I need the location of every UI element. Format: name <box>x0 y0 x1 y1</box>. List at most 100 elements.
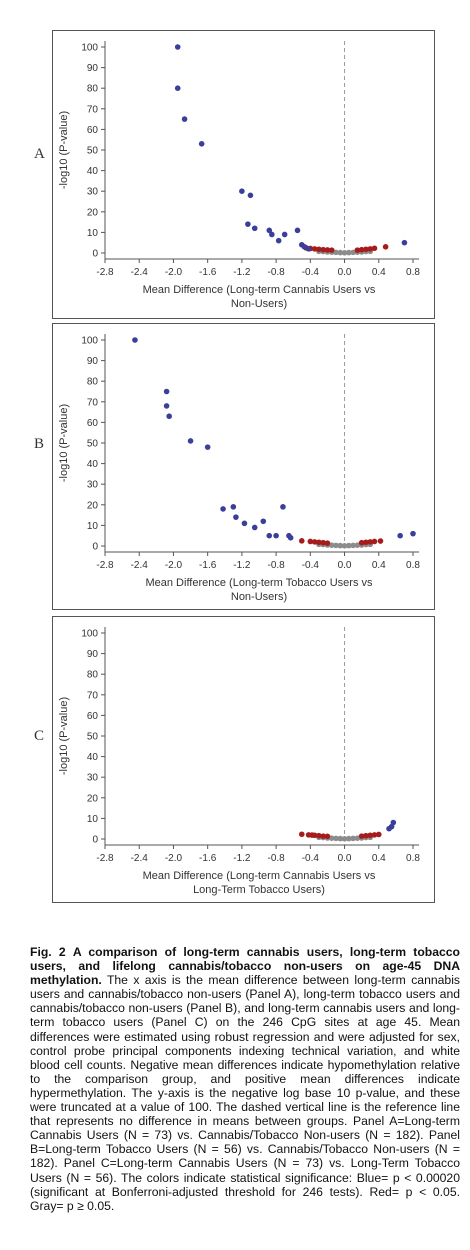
data-point-gray <box>350 835 356 842</box>
y-tick-label: 60 <box>87 711 99 722</box>
data-point-blue <box>269 231 275 238</box>
y-tick-label: 0 <box>92 542 98 553</box>
data-point-blue <box>287 534 294 541</box>
data-point-red <box>320 246 326 253</box>
x-tick-label: -1.2 <box>233 267 251 278</box>
x-tick-label: -2.4 <box>131 560 149 571</box>
figure-caption: Fig. 2 A comparison of long-term cannabi… <box>30 945 460 1213</box>
x-axis-label-line1: Mean Difference (Long-term Cannabis User… <box>143 870 376 882</box>
y-tick-label: 20 <box>87 500 99 511</box>
x-tick-label: 0.0 <box>338 267 352 278</box>
y-tick-label: 0 <box>92 835 98 846</box>
data-point-blue <box>198 141 205 147</box>
y-tick-label: 70 <box>87 690 99 701</box>
y-tick-label: 60 <box>87 418 99 429</box>
x-axis-label-line1: Mean Difference (Long-term Cannabis User… <box>143 284 376 296</box>
y-tick-label: 80 <box>87 84 99 95</box>
data-point-red <box>367 539 374 545</box>
y-tick-label: 70 <box>87 104 99 115</box>
data-point-blue <box>273 532 279 539</box>
x-tick-label: -2.8 <box>96 267 114 278</box>
x-tick-label: -0.4 <box>302 267 320 278</box>
x-tick-label: 0.4 <box>372 267 386 278</box>
x-tick-label: -0.8 <box>267 560 285 571</box>
data-point-blue <box>174 85 181 91</box>
data-point-gray <box>350 249 356 256</box>
panel-c-frame: 0 10 20 30 40 50 60 70 80 90 100 -2.8 -2.4 -2.0 -1.6 -1… <box>52 616 435 903</box>
data-point-blue <box>241 520 248 527</box>
y-tick-label: 30 <box>87 480 99 491</box>
data-point-blue <box>305 246 312 252</box>
x-tick-label: -0.8 <box>267 267 285 278</box>
x-tick-label: -2.8 <box>96 853 114 864</box>
y-axis-label: -log10 (P-value) <box>58 697 70 775</box>
x-tick-label: 0.4 <box>372 560 386 571</box>
data-point-blue <box>220 506 226 512</box>
data-point-red <box>311 832 318 839</box>
x-tick-label: 0.8 <box>406 267 420 278</box>
data-point-gray <box>341 249 348 256</box>
data-point-blue <box>230 504 237 510</box>
x-axis-label-line2: Non-Users) <box>231 298 287 310</box>
x-tick-label: 0.0 <box>338 853 352 864</box>
data-point-blue <box>294 227 301 234</box>
data-point-gray <box>328 835 335 841</box>
panel-label-b: B <box>34 436 45 452</box>
data-point-red <box>371 832 378 838</box>
data-point-blue <box>260 518 267 525</box>
data-point-blue <box>390 819 397 826</box>
data-point-red <box>363 246 369 253</box>
data-point-blue <box>187 438 194 444</box>
data-point-red <box>358 246 365 253</box>
data-point-gray <box>341 542 348 549</box>
data-point-red <box>298 831 305 838</box>
y-tick-label: 100 <box>81 336 98 347</box>
y-tick-label: 40 <box>87 459 99 470</box>
y-tick-label: 30 <box>87 187 99 198</box>
x-tick-label: -2.0 <box>165 267 183 278</box>
data-point-blue <box>266 532 273 539</box>
panel-label-c: C <box>34 728 45 744</box>
data-point-red <box>298 538 305 544</box>
data-point-red <box>311 539 318 545</box>
y-tick-label: 0 <box>92 249 98 260</box>
data-point-gray <box>337 542 344 549</box>
data-point-gray <box>333 542 339 549</box>
data-point-red <box>377 538 384 544</box>
data-point-red <box>320 833 326 839</box>
data-point-red <box>375 831 382 838</box>
data-point-gray <box>337 835 344 842</box>
data-point-blue <box>275 237 282 244</box>
y-tick-label: 60 <box>87 125 99 136</box>
x-tick-label: 0.8 <box>406 853 420 864</box>
y-tick-label: 80 <box>87 670 99 681</box>
data-point-red <box>363 539 369 546</box>
data-point-blue <box>281 231 288 238</box>
data-point-blue <box>280 504 286 510</box>
x-tick-label: -0.4 <box>302 560 320 571</box>
data-point-blue <box>166 413 172 420</box>
data-point-blue <box>163 388 170 395</box>
data-point-red <box>358 539 365 546</box>
y-axis-label: -log10 (P-value) <box>58 111 70 189</box>
data-point-red <box>316 539 322 546</box>
data-point-gray <box>354 542 361 548</box>
x-axis-label-line2: Non-Users) <box>231 591 287 603</box>
data-point-red <box>324 540 331 546</box>
x-tick-label: 0.0 <box>338 560 352 571</box>
data-point-red <box>307 538 314 545</box>
y-tick-label: 10 <box>87 228 99 239</box>
data-point-red <box>371 245 378 252</box>
panel-a-frame: 0 10 20 30 40 50 60 70 80 90 100 -2.8 -2.4 -2.0 -1.6 -1… <box>52 30 435 319</box>
data-point-blue <box>204 444 211 450</box>
data-point-red <box>358 833 365 839</box>
y-axis-label: -log10 (P-value) <box>58 404 70 482</box>
y-tick-label: 10 <box>87 814 99 825</box>
data-point-gray <box>354 835 361 841</box>
scatter-chart-c: 0 10 20 30 40 50 60 70 80 90 100 -2.8 -2.4 -2.0 -1.6 -1… <box>58 627 420 896</box>
x-tick-label: 0.4 <box>372 853 386 864</box>
x-tick-label: -1.6 <box>199 267 217 278</box>
data-point-gray <box>333 249 339 256</box>
x-tick-label: -2.0 <box>165 853 183 864</box>
data-point-red <box>316 246 322 253</box>
